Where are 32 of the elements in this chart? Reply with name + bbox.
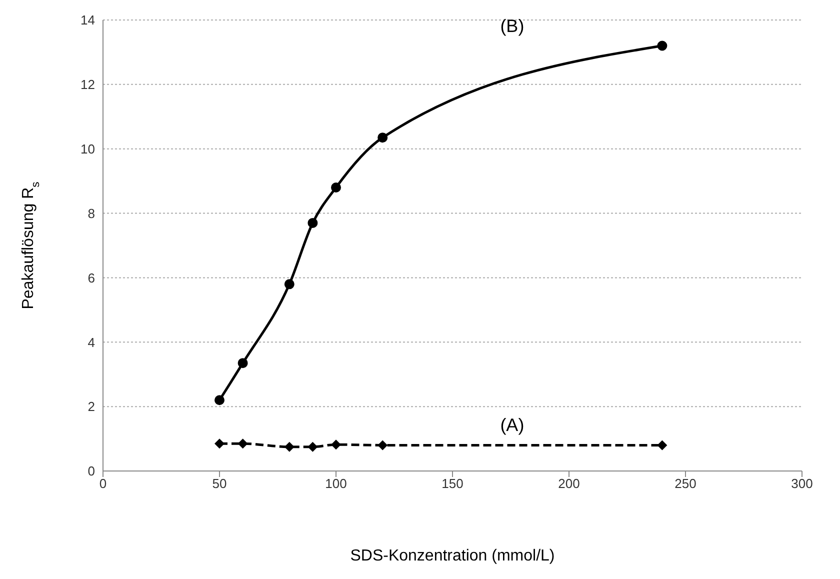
x-axis-title: SDS-Konzentration (mmol/L) [350, 547, 555, 564]
point [657, 40, 668, 51]
x-tick-label: 50 [212, 476, 227, 492]
y-tick-label: 14 [80, 12, 95, 28]
point [657, 440, 668, 450]
y-tick-label: 4 [88, 334, 95, 350]
point [331, 440, 341, 450]
y-tick-label: 0 [88, 464, 95, 479]
point [238, 438, 248, 449]
point [284, 442, 294, 452]
point [214, 438, 224, 449]
point [331, 182, 341, 193]
point [284, 279, 294, 290]
point [308, 442, 318, 452]
point [214, 395, 224, 406]
y-tick-label: 6 [88, 270, 95, 286]
y-tick-label: 2 [88, 399, 95, 414]
x-tick-label: 0 [99, 476, 107, 492]
series-label: (A) [500, 415, 524, 436]
x-tick-label: 150 [442, 476, 464, 492]
x-tick-label: 250 [674, 476, 696, 492]
point [308, 218, 318, 228]
y-tick-label: 8 [88, 206, 95, 221]
x-tick-label: 200 [558, 476, 580, 492]
y-tick-label: 12 [80, 77, 95, 92]
point [378, 132, 388, 143]
point [238, 358, 248, 368]
text: (B) [500, 16, 524, 36]
x-tick-label: 300 [791, 476, 813, 492]
x-tick-label: 100 [325, 476, 347, 492]
y-tick-label: 10 [80, 141, 95, 156]
point [378, 440, 388, 450]
